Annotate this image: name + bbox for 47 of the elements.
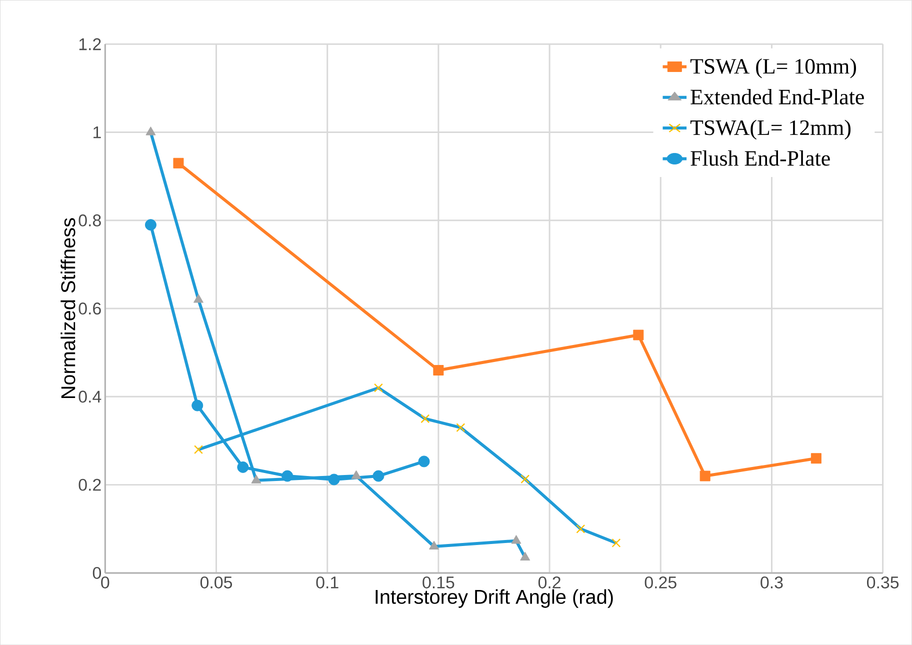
point — [433, 364, 444, 376]
legend-label: TSWA(L= 12mm) — [690, 120, 851, 140]
point — [633, 330, 644, 340]
point — [282, 470, 294, 482]
point — [612, 538, 621, 548]
point — [428, 540, 440, 550]
point — [192, 400, 204, 412]
x-tick-label: 0.3 — [760, 576, 783, 588]
legend-label: Extended End-Plate — [690, 88, 864, 104]
point — [456, 422, 466, 432]
x-tick-label: 0.05 — [200, 576, 232, 588]
point — [237, 461, 249, 473]
y-tick-label: 0.4 — [78, 390, 102, 403]
y-tick-label: 0.2 — [78, 478, 101, 491]
y-tick-label: 0.6 — [78, 302, 101, 315]
y-tick-label: 1.2 — [79, 38, 101, 50]
y-tick-label: 0 — [92, 566, 101, 579]
x-axis-title: Interstorey Drift Angle (rad) — [376, 589, 613, 608]
x-tick-label: 0 — [101, 576, 110, 588]
point — [810, 453, 822, 464]
point — [511, 534, 522, 544]
point — [520, 552, 530, 560]
point — [146, 126, 156, 136]
point — [173, 158, 184, 168]
point — [418, 456, 430, 468]
x-tick-label: 0.2 — [538, 576, 560, 588]
y-tick-label: 1 — [94, 126, 101, 138]
point — [700, 470, 710, 482]
x-tick-label: 0.15 — [422, 576, 454, 588]
point — [520, 474, 530, 484]
point — [372, 470, 384, 482]
y-tick-label: 0.8 — [78, 214, 101, 226]
x-tick-label: 0.25 — [644, 576, 676, 588]
x-tick-label: 0.35 — [867, 576, 899, 588]
point — [194, 445, 203, 454]
legend-label: TSWA (L= 10mm) — [690, 58, 856, 78]
point — [576, 524, 586, 534]
x-tick-label: 0.1 — [316, 576, 338, 588]
point — [328, 474, 340, 486]
point — [251, 474, 262, 484]
point — [144, 219, 156, 231]
y-axis-title: Normalized Stiffness — [60, 218, 76, 398]
point — [420, 414, 430, 424]
legend-label: Flush End-Plate — [690, 150, 830, 166]
point — [193, 294, 204, 303]
point — [351, 470, 362, 479]
point — [374, 383, 383, 392]
